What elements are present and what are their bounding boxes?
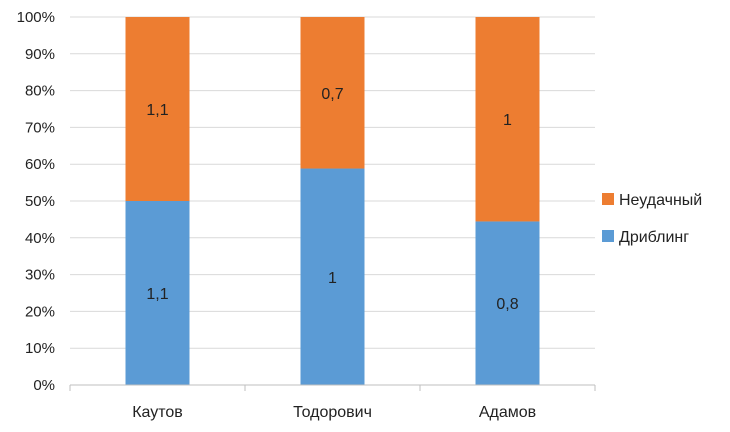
y-tick-label: 20% [25,303,55,320]
data-label: 1,1 [146,102,168,119]
legend: Неудачный Дриблинг [602,192,702,246]
bars: 1,1 1,1 1 0,7 0,8 1 [125,17,540,385]
bar-segment [125,201,190,385]
y-tick-label: 0% [33,377,55,394]
y-axis-tick-labels: 0% 10% 20% 30% 40% 50% 60% 70% 80% 90% 100% [17,9,55,394]
legend-entry: Дриблинг [619,229,689,246]
y-tick-label: 10% [25,340,55,357]
data-label: 1 [503,112,512,129]
y-tick-label: 90% [25,46,55,63]
y-tick-label: 30% [25,267,55,284]
legend-entry: Неудачный [619,192,702,209]
x-tick-label: Тодорович [293,404,372,421]
bar-segment [300,168,365,385]
bar-segment [475,221,540,385]
y-tick-label: 40% [25,230,55,247]
y-tick-label: 60% [25,156,55,173]
y-tick-label: 50% [25,193,55,210]
x-axis: Каутов Тодорович Адамов [69,384,596,421]
data-label: 1,1 [146,286,168,303]
bar-segment [475,17,540,222]
x-tick-label: Адамов [479,404,536,421]
y-tick-label: 70% [25,119,55,136]
legend-swatch [602,193,614,205]
bar-segment [125,17,190,201]
data-label: 0,8 [496,296,518,313]
x-tick-label: Каутов [132,404,183,421]
legend-swatch [602,230,614,242]
bar-segment [300,17,365,169]
data-label: 1 [328,270,337,287]
data-label: 0,7 [321,86,343,103]
y-tick-label: 100% [17,9,55,26]
y-tick-label: 80% [25,83,55,100]
